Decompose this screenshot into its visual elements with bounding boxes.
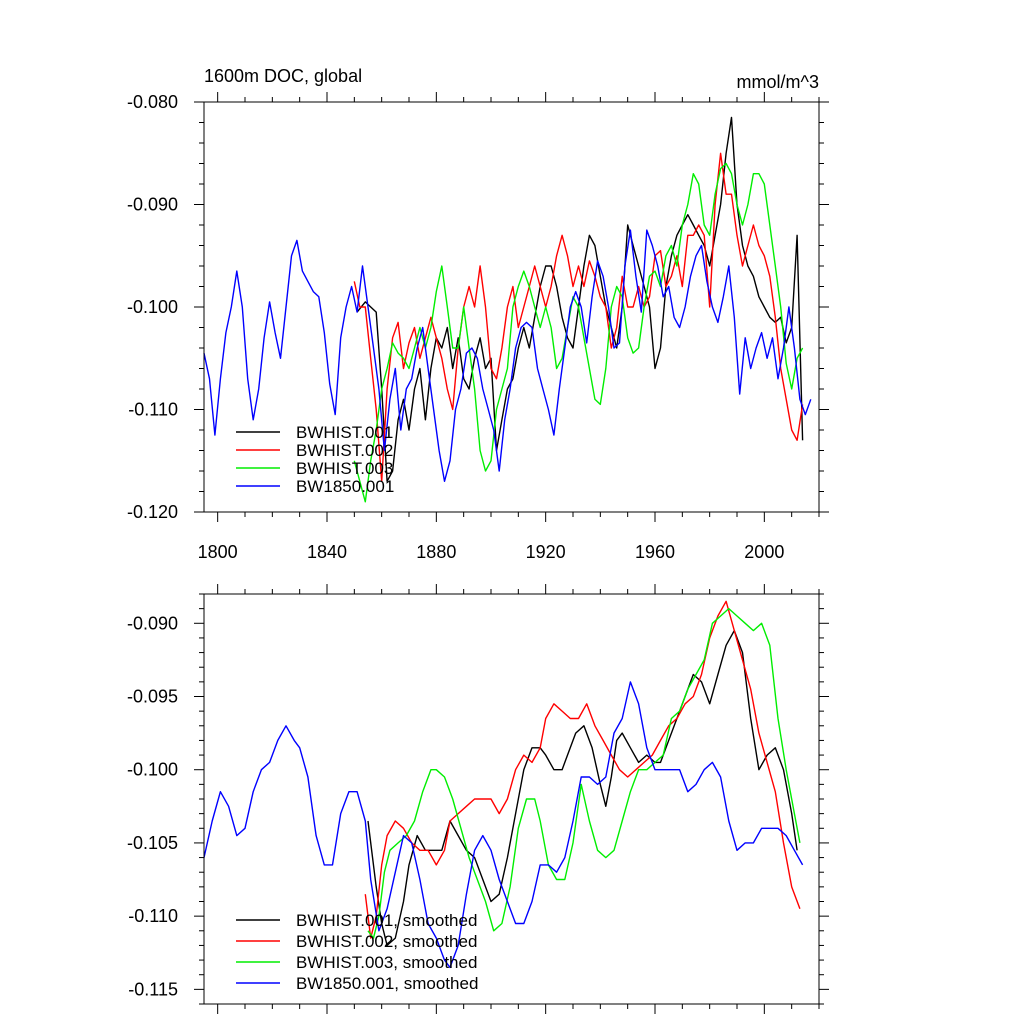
series-lines [203, 600, 804, 969]
series-line-2 [353, 162, 804, 503]
series-line-3 [203, 681, 804, 969]
x-tick-label: 1800 [198, 542, 238, 562]
legend-label-2: BWHIST.003, smoothed [296, 953, 477, 972]
y-tick-labels: -0.115 -0.110 -0.105 -0.100 -0.095 -0.090 [127, 613, 178, 999]
y-tick-label: -0.105 [127, 833, 178, 853]
y-tick-label: -0.100 [127, 760, 178, 780]
legend-label-1: BWHIST.002 [296, 441, 393, 460]
y-tick-label: -0.095 [127, 687, 178, 707]
x-tick-label: 2000 [744, 542, 784, 562]
legend-label-2: BWHIST.003 [296, 459, 393, 478]
series-line-0 [367, 629, 798, 947]
x-tick-labels: 1800 1840 1880 1920 1960 2000 [198, 542, 785, 562]
series-line-1 [353, 152, 804, 482]
y-tick-labels: -0.120 -0.110 -0.100 -0.090 -0.080 [127, 92, 178, 522]
top-panel: 1600m DOC, global mmol/m^3 -0.120-0.110-… [127, 66, 829, 562]
x-tick-label: 1920 [526, 542, 566, 562]
series-lines [203, 116, 812, 503]
y-tick-label: -0.100 [127, 297, 178, 317]
axis-ticks [194, 584, 829, 1014]
axis-ticks [194, 92, 829, 522]
legend-label-3: BW1850.001, smoothed [296, 974, 478, 993]
legend-label-0: BWHIST.001 [296, 423, 393, 442]
x-tick-label: 1880 [416, 542, 456, 562]
series-line-2 [367, 607, 801, 939]
y-tick-label: -0.080 [127, 92, 178, 112]
x-tick-label: 1840 [307, 542, 347, 562]
legend-label-0: BWHIST.001, smoothed [296, 911, 477, 930]
units-label: mmol/m^3 [737, 72, 819, 92]
y-tick-label: -0.110 [128, 906, 178, 926]
bottom-panel: -0.115 -0.110 -0.105 -0.100 -0.095 -0.090 BWH… [127, 584, 829, 1014]
y-tick-label: -0.110 [128, 400, 178, 420]
legend-label-3: BW1850.001 [296, 477, 394, 496]
y-tick-label: -0.090 [127, 613, 178, 633]
y-tick-label: -0.120 [127, 502, 178, 522]
y-tick-label: -0.115 [128, 979, 178, 999]
series-line-0 [356, 116, 804, 482]
series-line-3 [203, 229, 812, 482]
legend: BWHIST.001, smoothed BWHIST.002, smoothed… [236, 911, 478, 993]
y-tick-label: -0.090 [127, 195, 178, 215]
x-tick-label: 1960 [635, 542, 675, 562]
legend-label-1: BWHIST.002, smoothed [296, 932, 477, 951]
chart-title: 1600m DOC, global [204, 66, 362, 86]
series-line-1 [364, 600, 801, 939]
